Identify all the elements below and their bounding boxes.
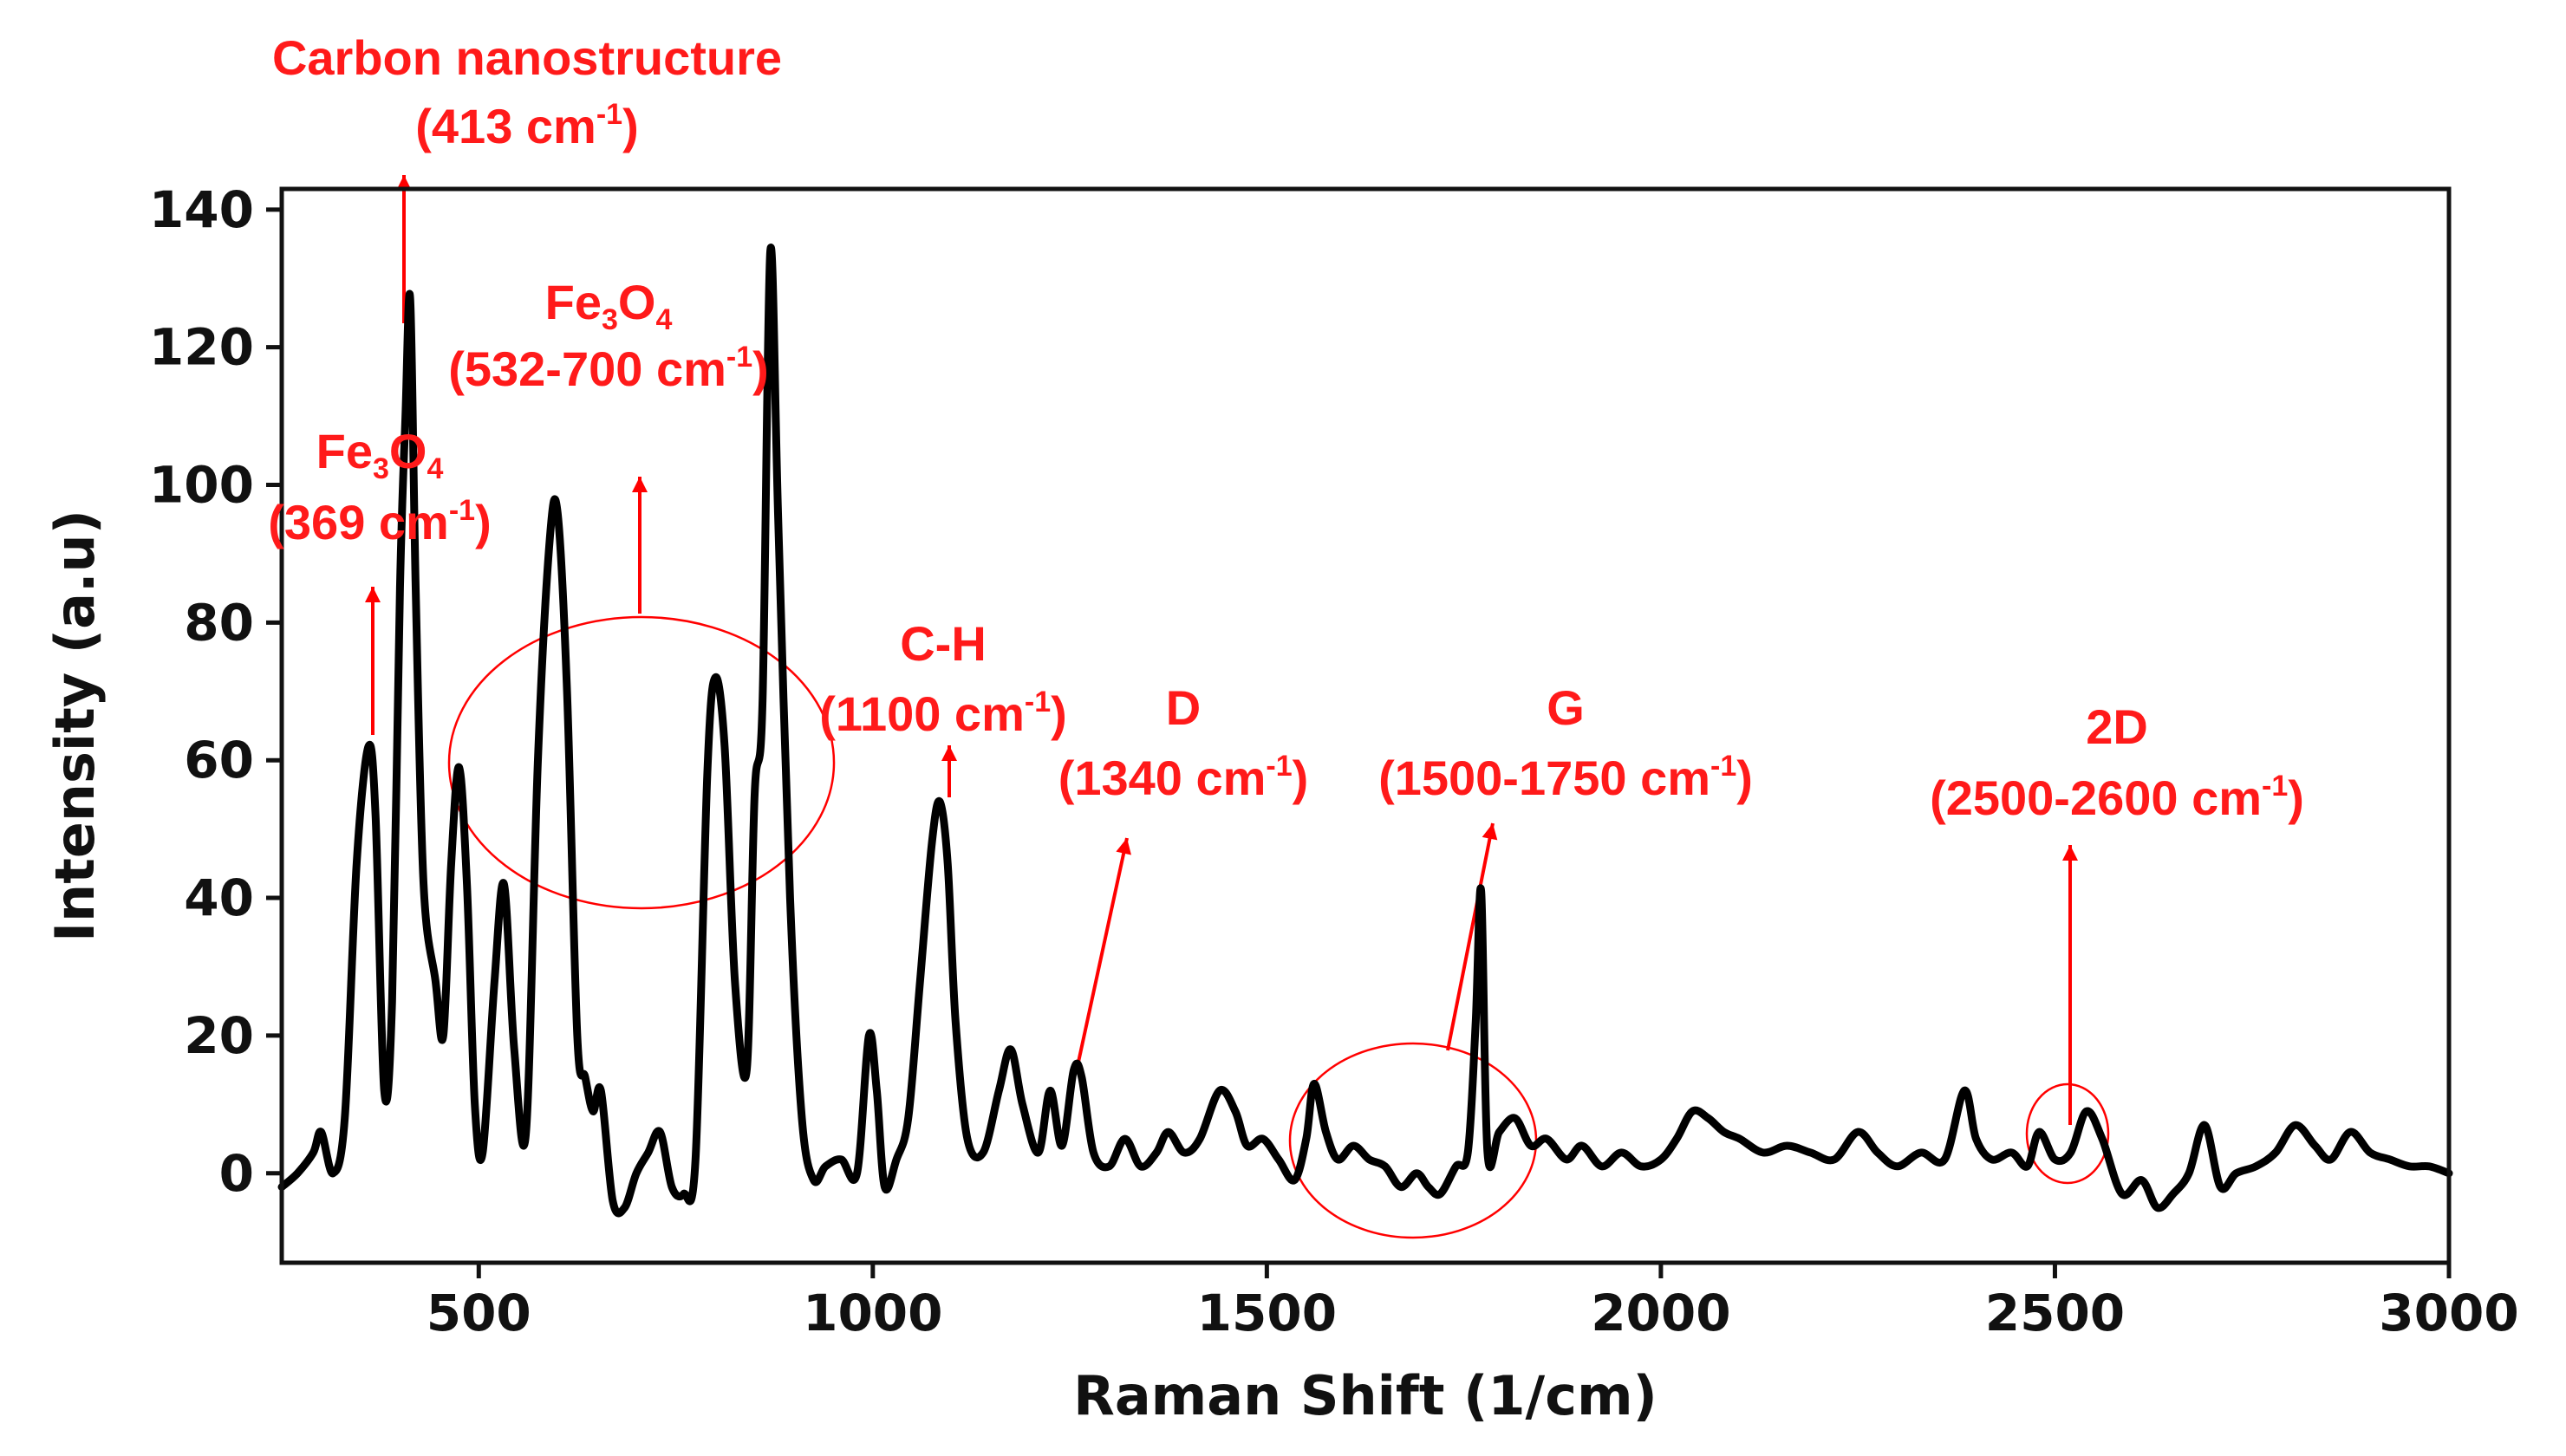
annotation-title-text: 2D bbox=[2086, 699, 2148, 754]
annotation-title: D bbox=[1166, 680, 1201, 735]
annotation-value: (369 cm-1) bbox=[268, 494, 491, 549]
annotation-arrow-head bbox=[1116, 838, 1131, 855]
closing-paren: ) bbox=[1051, 686, 1067, 741]
x-tick-label: 1000 bbox=[803, 1284, 942, 1342]
x-axis-ticks: 500 1000 1500 2000 2500 3000 bbox=[427, 1263, 2519, 1342]
annotation-title: G bbox=[1547, 680, 1585, 735]
closing-paren: ) bbox=[475, 495, 492, 549]
annotation-arrow-line bbox=[1076, 837, 1129, 1067]
superscript: -1 bbox=[1266, 750, 1292, 783]
superscript: -1 bbox=[1710, 750, 1736, 783]
annotation-value: (1500-1750 cm-1) bbox=[1378, 750, 1753, 805]
x-tick-label: 2000 bbox=[1591, 1284, 1730, 1342]
annotation-title: Fe3O4 bbox=[316, 424, 444, 485]
closing-paren: ) bbox=[2288, 770, 2304, 825]
y-tick-label: 20 bbox=[184, 1006, 254, 1065]
annotation-labels: Carbon nanostructure(413 cm-1)Fe3O4(532-… bbox=[268, 30, 2304, 825]
y-tick-label: 0 bbox=[219, 1144, 254, 1203]
annotation-title-text: Fe bbox=[545, 275, 602, 329]
annotation-title-text-o: O bbox=[618, 275, 656, 329]
annotation-value-text: (532-700 cm bbox=[448, 341, 726, 396]
annotation-title-text: Fe bbox=[316, 424, 373, 478]
subscript-4: 4 bbox=[427, 452, 443, 485]
annotation-value: (413 cm-1) bbox=[415, 98, 638, 153]
annotation-arrow-head bbox=[2062, 845, 2078, 861]
x-tick-label: 3000 bbox=[2379, 1284, 2518, 1342]
annotation-title-text: Carbon nanostructure bbox=[272, 30, 782, 85]
x-axis-title: Raman Shift (1/cm) bbox=[1073, 1364, 1657, 1427]
superscript: -1 bbox=[449, 494, 475, 527]
annotation-title-text: G bbox=[1547, 680, 1585, 735]
annotation-value: (2500-2600 cm-1) bbox=[1930, 770, 2304, 825]
annotation-arrow-head bbox=[632, 477, 648, 492]
y-tick-label: 60 bbox=[184, 731, 254, 790]
closing-paren: ) bbox=[752, 341, 769, 396]
annotation-value-text: (1500-1750 cm bbox=[1378, 751, 1710, 805]
plot-frame bbox=[279, 186, 2452, 1265]
subscript-3: 3 bbox=[373, 452, 389, 485]
annotation-arrow-head bbox=[365, 587, 381, 602]
annotation-title-text: D bbox=[1166, 680, 1201, 735]
superscript: -1 bbox=[2262, 770, 2288, 803]
closing-paren: ) bbox=[1293, 751, 1309, 805]
annotation-title: 2D bbox=[2086, 699, 2148, 754]
y-axis-title: Intensity (a.u) bbox=[43, 510, 107, 942]
annotation-value-text: (369 cm bbox=[268, 495, 449, 549]
annotation-arrow-head bbox=[941, 745, 957, 761]
annotation-value-text: (2500-2600 cm bbox=[1930, 770, 2262, 825]
annotation-value-text: (1340 cm bbox=[1058, 751, 1267, 805]
annotation-value: (1340 cm-1) bbox=[1058, 750, 1309, 805]
annotation-title: Carbon nanostructure bbox=[272, 30, 782, 85]
annotation-value-text: (1100 cm bbox=[819, 686, 1025, 741]
y-tick-label: 120 bbox=[149, 318, 254, 377]
closing-paren: ) bbox=[622, 99, 639, 153]
annotation-value: (1100 cm-1) bbox=[819, 686, 1067, 741]
annotation-value: (532-700 cm-1) bbox=[448, 341, 769, 396]
annotation-value-text: (413 cm bbox=[415, 99, 596, 153]
y-tick-label: 40 bbox=[184, 868, 254, 927]
x-tick-label: 500 bbox=[427, 1284, 531, 1342]
annotation-title: C-H bbox=[900, 616, 987, 671]
x-tick-label: 2500 bbox=[1985, 1284, 2125, 1342]
subscript-3: 3 bbox=[602, 303, 618, 336]
superscript: -1 bbox=[596, 98, 622, 131]
closing-paren: ) bbox=[1736, 751, 1753, 805]
annotation-title-text: C-H bbox=[900, 616, 987, 671]
x-tick-label: 1500 bbox=[1197, 1284, 1337, 1342]
superscript: -1 bbox=[726, 341, 752, 374]
spectrum-line bbox=[277, 244, 2453, 1218]
y-tick-label: 140 bbox=[149, 180, 254, 239]
annotation-title-text-o: O bbox=[389, 424, 427, 478]
superscript: -1 bbox=[1025, 686, 1051, 718]
y-axis-ticks: 0 20 40 60 80 100 120 140 bbox=[149, 180, 282, 1203]
subscript-4: 4 bbox=[655, 303, 672, 336]
annotation-shapes bbox=[365, 175, 2110, 1239]
annotation-title: Fe3O4 bbox=[545, 275, 673, 336]
annotation-arrow-head bbox=[1482, 823, 1498, 841]
2d-band-region-ellipse bbox=[2025, 1082, 2110, 1185]
y-tick-label: 100 bbox=[149, 456, 254, 515]
fe3o4-region-ellipse bbox=[447, 615, 836, 910]
annotation-arrow-line bbox=[1446, 822, 1495, 1051]
y-tick-label: 80 bbox=[184, 593, 254, 652]
